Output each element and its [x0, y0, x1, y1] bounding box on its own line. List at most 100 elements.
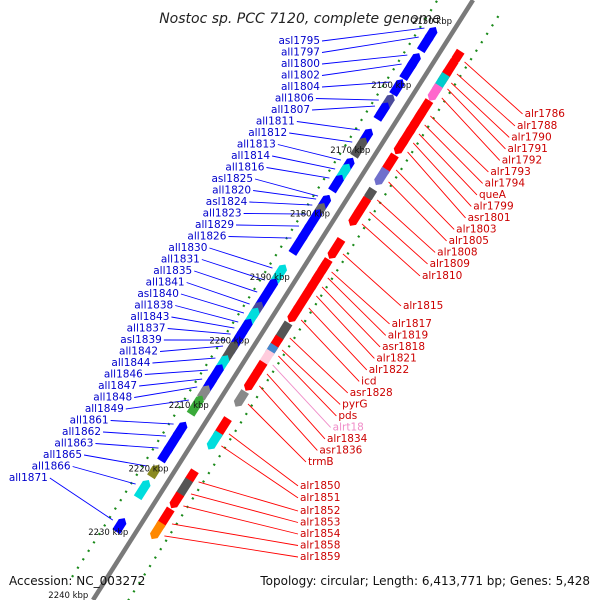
gene-feature[interactable] — [288, 230, 310, 256]
gene-label[interactable]: all1816 — [225, 162, 264, 174]
gene-label[interactable]: asr1801 — [468, 212, 511, 224]
gene-label[interactable]: alr1794 — [485, 177, 526, 189]
gene-label[interactable]: asl1839 — [120, 334, 162, 346]
gene-label[interactable]: all1861 — [70, 415, 109, 427]
gene-feature[interactable] — [147, 463, 162, 480]
gene-label[interactable]: all1804 — [281, 81, 320, 93]
gene-label[interactable]: alr1792 — [502, 154, 542, 166]
gene-label[interactable]: alr1815 — [403, 300, 443, 312]
gene-label[interactable]: alr1809 — [430, 258, 470, 270]
gene-label[interactable]: asl1795 — [278, 35, 320, 47]
gene-label[interactable]: alr1808 — [437, 246, 477, 258]
gene-label[interactable]: pds — [338, 410, 357, 422]
gene-feature[interactable] — [148, 520, 166, 542]
gene-label[interactable]: alr1834 — [327, 433, 368, 445]
gene-label[interactable]: alr1850 — [300, 480, 340, 492]
gene-label[interactable]: alr1854 — [300, 528, 341, 540]
gene-label[interactable]: all1831 — [161, 254, 200, 266]
gene-label[interactable]: all1800 — [281, 58, 320, 70]
gene-feature[interactable] — [205, 430, 223, 452]
gene-feature[interactable] — [353, 195, 372, 219]
gene-label[interactable]: alr1788 — [517, 120, 557, 132]
gene-label[interactable]: icd — [361, 375, 376, 387]
gene-label[interactable]: asl1840 — [137, 288, 179, 300]
gene-label[interactable]: queA — [479, 189, 507, 201]
gene-feature[interactable] — [291, 291, 311, 314]
gene-feature[interactable] — [186, 393, 206, 417]
gene-label[interactable]: all1823 — [203, 208, 242, 220]
gene-label[interactable]: all1846 — [104, 369, 143, 381]
gene-label[interactable]: pyrG — [342, 398, 367, 410]
gene-label[interactable]: alr1810 — [422, 270, 462, 282]
gene-feature[interactable] — [242, 368, 262, 393]
gene-label[interactable]: alr1822 — [369, 364, 409, 376]
gene-label[interactable]: asr1818 — [382, 341, 425, 353]
gene-feature[interactable] — [328, 172, 346, 194]
gene-label[interactable]: all1813 — [237, 139, 276, 151]
gene-feature[interactable] — [449, 48, 465, 66]
gene-label[interactable]: all1842 — [119, 346, 158, 358]
gene-label[interactable]: alr1805 — [449, 235, 489, 247]
gene-label[interactable]: all1865 — [43, 449, 82, 461]
gene-label[interactable]: all1841 — [146, 277, 185, 289]
gene-label[interactable]: alr1859 — [300, 551, 340, 563]
gene-feature[interactable] — [399, 57, 419, 82]
gene-label[interactable]: all1849 — [85, 403, 124, 415]
gene-label[interactable]: all1863 — [54, 438, 93, 450]
gene-feature[interactable] — [373, 100, 391, 122]
gene-label[interactable]: alr1793 — [490, 166, 530, 178]
gene-label[interactable]: all1838 — [134, 300, 173, 312]
gene-label[interactable]: all1848 — [93, 392, 132, 404]
gene-feature[interactable] — [372, 166, 390, 188]
gene-label[interactable]: alr1858 — [300, 540, 340, 552]
gene-label[interactable]: all1826 — [187, 231, 226, 243]
gene-label[interactable]: all1837 — [127, 323, 166, 335]
gene-label[interactable]: all1843 — [130, 311, 169, 323]
gene-feature[interactable] — [350, 135, 369, 159]
gene-feature[interactable] — [157, 442, 175, 464]
gene-label[interactable]: all1871 — [9, 472, 48, 484]
gene-label[interactable]: trmB — [308, 456, 334, 468]
gene-feature[interactable] — [167, 491, 185, 511]
gene-label[interactable]: all1806 — [275, 93, 314, 105]
gene-label[interactable]: all1814 — [231, 150, 270, 162]
gene-label[interactable]: alr1819 — [388, 329, 428, 341]
gene-label[interactable]: all1812 — [248, 127, 287, 139]
gene-label[interactable]: all1811 — [256, 116, 295, 128]
gene-feature[interactable] — [285, 305, 302, 325]
gene-label[interactable]: alr1851 — [300, 492, 340, 504]
gene-feature[interactable] — [416, 31, 436, 54]
gene-label[interactable]: asl1824 — [206, 196, 248, 208]
gene-label[interactable]: alr1853 — [300, 517, 340, 529]
gene-feature[interactable] — [362, 186, 378, 204]
gene-label[interactable]: all1844 — [111, 357, 150, 369]
gene-label[interactable]: asr1828 — [350, 387, 393, 399]
gene-label[interactable]: all1807 — [271, 104, 310, 116]
gene-feature[interactable] — [174, 477, 194, 500]
gene-label[interactable]: all1829 — [195, 219, 234, 231]
gene-feature[interactable] — [325, 236, 346, 261]
gene-feature[interactable] — [392, 137, 409, 157]
gene-label[interactable]: all1797 — [281, 47, 320, 59]
gene-label[interactable]: all1847 — [98, 380, 137, 392]
gene-label[interactable]: alr1821 — [376, 352, 416, 364]
gene-label[interactable]: alrt18 — [333, 421, 364, 433]
gene-label[interactable]: alr1799 — [473, 200, 513, 212]
gene-label[interactable]: all1862 — [62, 426, 101, 438]
gene-label[interactable]: alr1803 — [456, 223, 496, 235]
gene-label[interactable]: all1866 — [32, 461, 71, 473]
gene-label[interactable]: alr1852 — [300, 505, 340, 517]
gene-feature[interactable] — [232, 389, 249, 409]
gene-feature[interactable] — [112, 516, 128, 535]
gene-feature[interactable] — [133, 478, 153, 501]
gene-feature[interactable] — [426, 83, 443, 103]
gene-label[interactable]: all1802 — [281, 70, 320, 82]
gene-label[interactable]: all1820 — [212, 185, 251, 197]
gene-label[interactable]: alr1786 — [525, 108, 566, 120]
gene-label[interactable]: all1835 — [153, 265, 192, 277]
gene-label[interactable]: asr1836 — [319, 444, 362, 456]
gene-feature[interactable] — [389, 77, 406, 97]
gene-label[interactable]: alr1790 — [511, 131, 551, 143]
gene-label[interactable]: all1830 — [168, 242, 207, 254]
gene-label[interactable]: alr1791 — [507, 143, 547, 155]
